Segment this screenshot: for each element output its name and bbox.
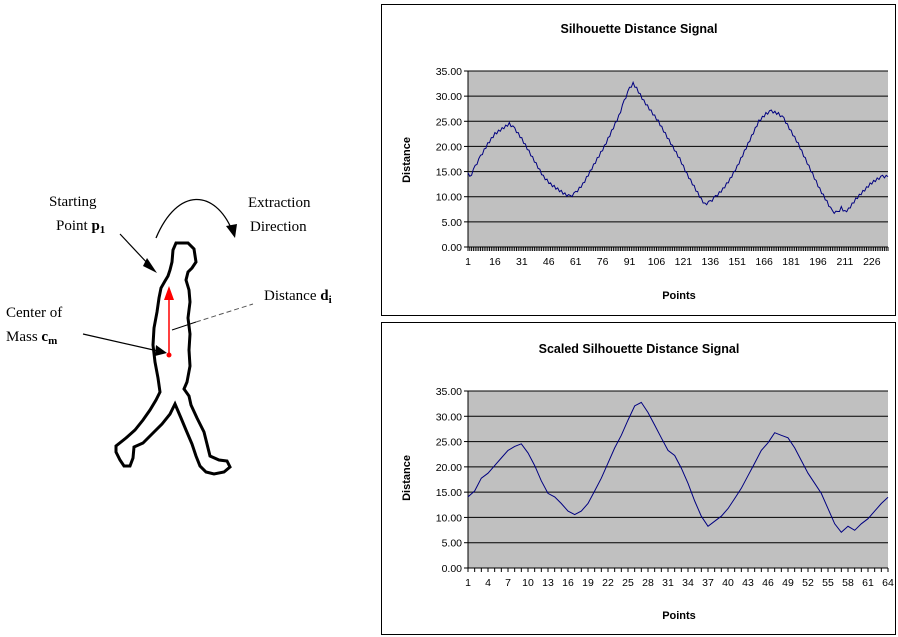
x-tick-label: 10 xyxy=(522,577,534,589)
x-tick-label: 46 xyxy=(543,256,555,268)
x-tick-label: 91 xyxy=(624,256,636,268)
y-axis-label: Distance xyxy=(401,455,413,501)
x-tick-label: 61 xyxy=(862,577,874,589)
plot-area xyxy=(468,71,888,247)
y-tick-label: 0.00 xyxy=(442,563,463,575)
x-tick-label: 226 xyxy=(863,256,881,268)
y-tick-label: 30.00 xyxy=(436,411,462,423)
chart-silhouette-distance: Silhouette Distance Signal 0.00 5.00 10.00… xyxy=(381,4,896,316)
x-tick-label: 55 xyxy=(822,577,834,589)
series-line xyxy=(467,80,889,215)
x-tick-label: 136 xyxy=(702,256,720,268)
x-tick-label: 121 xyxy=(675,256,693,268)
distance-line xyxy=(171,321,197,331)
chart-title: Silhouette Distance Signal xyxy=(561,22,718,36)
x-tick-label: 166 xyxy=(755,256,773,268)
x-tick-label: 196 xyxy=(809,256,827,268)
x-tick-label: 4 xyxy=(485,577,491,589)
x-tick-label: 22 xyxy=(602,577,614,589)
x-tick-label: 1 xyxy=(465,577,471,589)
y-tick-label: 20.00 xyxy=(436,141,462,153)
x-tick-label: 31 xyxy=(662,577,674,589)
x-tick-label: 7 xyxy=(505,577,511,589)
series-line xyxy=(467,401,889,534)
x-axis-label: Points xyxy=(662,610,696,622)
x-tick-label: 19 xyxy=(582,577,594,589)
x-tick-label: 16 xyxy=(562,577,574,589)
extraction-curve-arrow xyxy=(155,198,233,239)
label-mass: Mass cm xyxy=(6,329,57,347)
y-tick-label: 25.00 xyxy=(436,116,462,128)
x-tick-label: 151 xyxy=(728,256,746,268)
y-tick-label: 10.00 xyxy=(436,512,462,524)
chart-scaled-silhouette-distance: Scaled Silhouette Distance Signal 0.00 5.… xyxy=(381,322,896,635)
centroid-point xyxy=(166,352,172,358)
x-tick-label: 1 xyxy=(465,256,471,268)
x-tick-label: 28 xyxy=(642,577,654,589)
x-tick-label: 37 xyxy=(702,577,714,589)
label-distance: Distance di xyxy=(264,288,332,306)
y-tick-label: 15.00 xyxy=(436,487,462,499)
y-tick-label: 15.00 xyxy=(436,167,462,179)
centroid-arrowhead xyxy=(164,286,174,300)
x-tick-label: 31 xyxy=(516,256,528,268)
extraction-arrowhead xyxy=(226,224,237,238)
y-tick-label: 5.00 xyxy=(442,538,463,550)
x-tick-label: 181 xyxy=(782,256,800,268)
x-tick-label: 49 xyxy=(782,577,794,589)
mass-pointer-arrow xyxy=(82,333,159,352)
y-tick-label: 35.00 xyxy=(436,386,462,398)
label-center-of: Center of xyxy=(6,305,62,321)
x-tick-label: 16 xyxy=(489,256,501,268)
y-axis-label: Distance xyxy=(401,137,413,183)
x-tick-label: 106 xyxy=(648,256,666,268)
start-pointer-arrowhead xyxy=(143,258,157,273)
y-tick-label: 30.00 xyxy=(436,91,462,103)
y-tick-label: 35.00 xyxy=(436,66,462,78)
y-tick-label: 5.00 xyxy=(442,217,463,229)
chart-title: Scaled Silhouette Distance Signal xyxy=(539,342,740,356)
x-tick-label: 211 xyxy=(837,256,854,268)
silhouette-outline xyxy=(114,241,232,476)
x-tick-label: 76 xyxy=(597,256,609,268)
label-starting-point: Point p1 xyxy=(56,218,105,236)
distance-dashed-line xyxy=(195,303,254,323)
plot-area xyxy=(468,391,888,568)
y-tick-label: 10.00 xyxy=(436,192,462,204)
y-tick-label: 0.00 xyxy=(442,242,463,254)
x-tick-label: 46 xyxy=(762,577,774,589)
label-starting: Starting xyxy=(49,194,97,210)
x-tick-label: 52 xyxy=(802,577,814,589)
x-axis-label: Points xyxy=(662,290,696,302)
x-tick-label: 58 xyxy=(842,577,854,589)
start-pointer-arrow xyxy=(119,233,151,267)
x-tick-label: 34 xyxy=(682,577,694,589)
y-tick-label: 20.00 xyxy=(436,462,462,474)
label-direction: Direction xyxy=(250,219,307,235)
silhouette-diagram: Starting Point p1 Extraction Direction D… xyxy=(6,194,332,476)
x-tick-label: 61 xyxy=(570,256,582,268)
x-tick-label: 64 xyxy=(882,577,894,589)
x-tick-label: 13 xyxy=(542,577,554,589)
mass-pointer-arrowhead xyxy=(155,345,167,356)
label-extraction: Extraction xyxy=(248,195,311,211)
x-tick-label: 40 xyxy=(722,577,734,589)
y-tick-label: 25.00 xyxy=(436,437,462,449)
x-tick-label: 43 xyxy=(742,577,754,589)
x-tick-label: 25 xyxy=(622,577,634,589)
